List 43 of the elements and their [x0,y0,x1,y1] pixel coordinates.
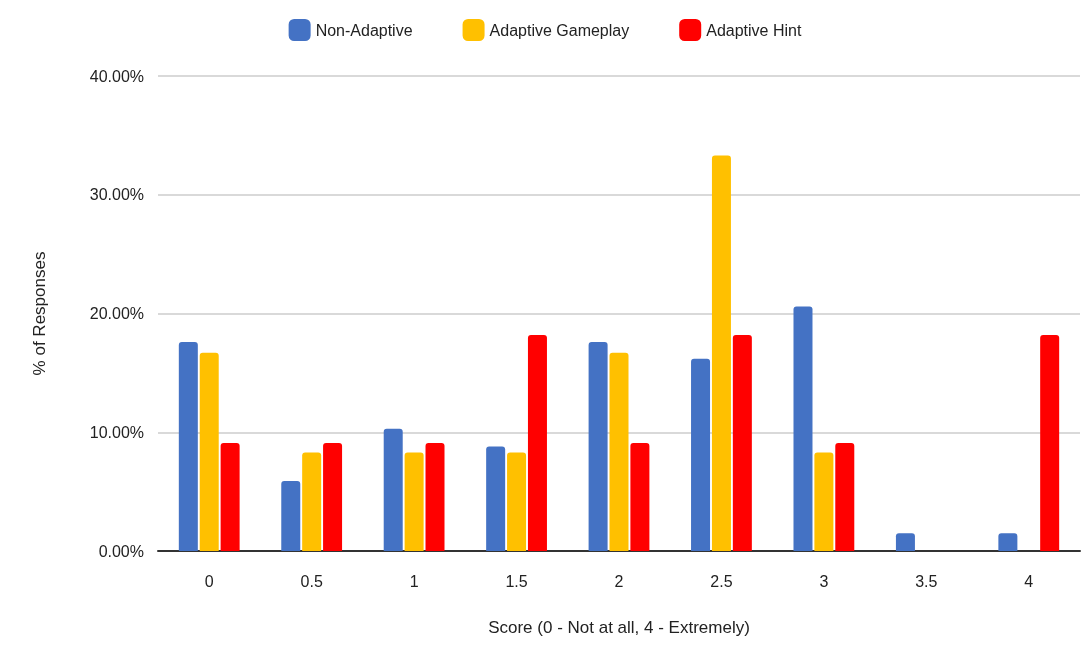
legend-label: Non-Adaptive [315,21,413,39]
x-tick-label: 3.5 [915,572,938,590]
bar [220,442,240,551]
bar [691,358,711,551]
bar [404,452,424,551]
bar [998,533,1018,551]
x-tick-label: 2.5 [710,572,733,590]
legend-label: Adaptive Gameplay [489,21,630,39]
bar [383,428,403,551]
x-tick-label: 2 [614,572,624,590]
bar [1040,334,1060,551]
bar [793,306,813,551]
bar [507,452,527,551]
bar [486,446,506,551]
bar [527,334,547,551]
x-tick-label: 1 [409,572,419,590]
bar [711,155,731,551]
x-tick-label: 4 [1024,572,1034,590]
bar [199,352,219,551]
bar [281,480,301,551]
x-axis-title: Score (0 - Not at all, 4 - Extremely) [488,618,750,637]
y-axis-title: % of Responses [30,251,49,376]
x-tick-label: 0 [204,572,214,590]
x-tick-label: 0.5 [300,572,323,590]
x-tick-label: 1.5 [505,572,528,590]
y-tick-label: 40.00% [89,67,144,85]
x-tick-label: 3 [819,572,829,590]
y-tick-label: 10.00% [89,423,144,441]
y-tick-label: 0.00% [98,542,144,560]
bar [895,533,915,551]
bar [814,452,834,551]
bar [630,442,650,551]
bar [609,352,629,551]
bar [732,334,752,551]
bar [323,442,343,551]
bar [425,442,445,551]
bar [178,342,198,551]
bar [588,342,608,551]
y-tick-label: 30.00% [89,186,144,204]
bar [302,452,322,551]
legend-label: Adaptive Hint [706,21,802,39]
bar [835,442,855,551]
y-tick-label: 20.00% [89,305,144,322]
